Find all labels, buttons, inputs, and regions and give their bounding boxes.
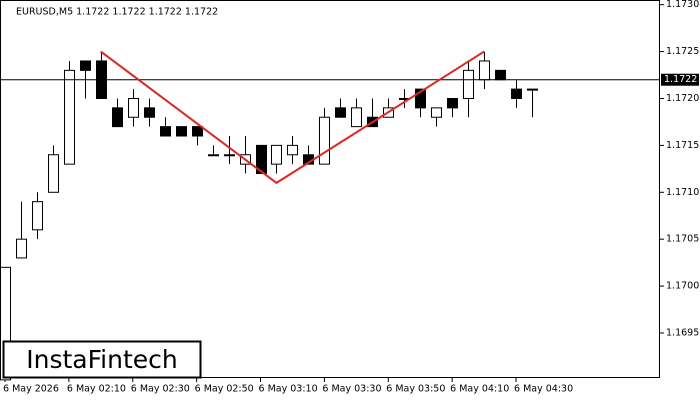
candle-body <box>160 126 171 137</box>
last-price-box <box>661 73 699 86</box>
plot-frame <box>0 0 660 378</box>
y-tick-label: 1.1700 <box>666 281 699 292</box>
candle-body <box>32 201 43 231</box>
watermark-frame <box>2 340 202 379</box>
candle-body <box>527 88 538 91</box>
y-tick-label: 1.1715 <box>666 140 699 151</box>
y-tick-label: 1.1705 <box>666 234 699 245</box>
candle-body <box>176 126 187 137</box>
candle-body <box>112 107 123 128</box>
candle-body <box>208 154 219 157</box>
y-tick-label: 1.1695 <box>666 327 699 338</box>
candle-body <box>80 60 91 71</box>
candle-body <box>128 97 139 118</box>
candle-body <box>335 107 346 118</box>
y-tick-label: 1.1725 <box>666 46 699 57</box>
candle-body <box>192 126 203 137</box>
candle-body <box>463 69 474 99</box>
x-tick-label: 6 May 2026 <box>3 384 59 395</box>
watermark-box: InstaFintech <box>2 340 202 379</box>
x-tick-label: 6 May 04:30 <box>514 384 573 395</box>
candle-body <box>144 107 155 118</box>
y-tick-label: 1.1720 <box>666 93 699 104</box>
candle-body <box>415 88 426 109</box>
candle-body <box>287 144 298 156</box>
candle-body <box>256 144 267 175</box>
candle-body <box>0 266 11 381</box>
candle-body <box>16 238 27 259</box>
candle-body <box>479 60 490 81</box>
x-tick-label: 6 May 03:50 <box>386 384 445 395</box>
x-tick-label: 6 May 03:30 <box>322 384 381 395</box>
candle-body <box>351 107 362 128</box>
candle-body <box>224 154 235 157</box>
y-tick-label: 1.1710 <box>666 187 699 198</box>
x-tick-label: 6 May 04:10 <box>450 384 509 395</box>
x-tick-label: 6 May 03:10 <box>259 384 318 395</box>
candle-body <box>447 97 458 109</box>
candle-body <box>431 107 442 118</box>
candle-body <box>64 69 75 165</box>
last-price-label: 1.1722 <box>664 74 697 85</box>
candle-body <box>271 144 282 165</box>
x-tick-label: 6 May 02:30 <box>131 384 190 395</box>
watermark: InstaFintech <box>26 345 178 374</box>
candle-body <box>319 116 330 165</box>
candle-body <box>48 154 59 193</box>
y-tick-label: 1.1730 <box>666 0 699 10</box>
chart-title: EURUSD,M5 1.1722 1.1722 1.1722 1.1722 <box>16 7 218 18</box>
x-tick-label: 6 May 02:10 <box>67 384 126 395</box>
pattern-line <box>100 50 485 185</box>
candle-body <box>495 69 506 81</box>
candle-body <box>511 88 522 99</box>
x-tick-label: 6 May 02:50 <box>195 384 254 395</box>
